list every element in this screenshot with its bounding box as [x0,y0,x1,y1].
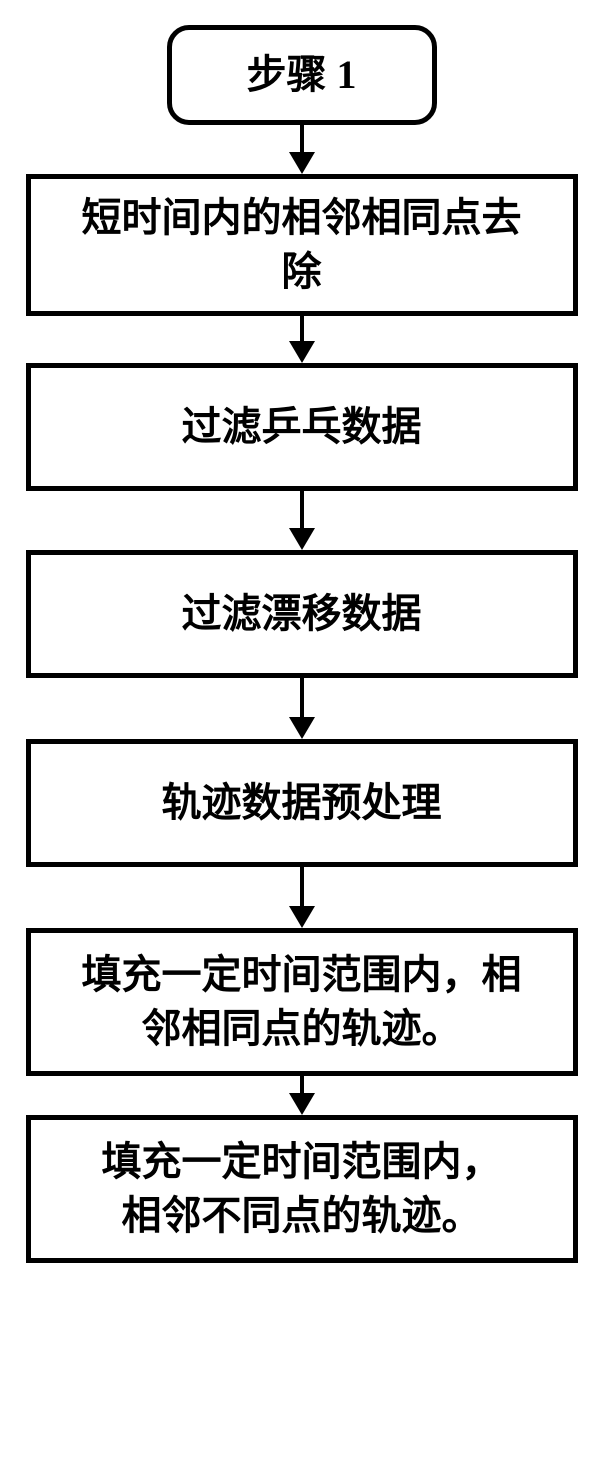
process-label: 轨迹数据预处理 [162,776,442,830]
arrow-2 [289,316,315,363]
line-1: 填充一定时间范围内， [102,1139,502,1184]
process-node-remove-duplicates: 短时间内的相邻相同点去 除 [26,174,578,316]
process-label: 过滤漂移数据 [182,587,422,641]
line-2: 除 [282,249,322,294]
start-node: 步骤 1 [167,25,437,125]
process-label: 填充一定时间范围内， 相邻不同点的轨迹。 [102,1135,502,1243]
process-node-filter-drift: 过滤漂移数据 [26,550,578,678]
process-node-preprocess: 轨迹数据预处理 [26,739,578,867]
process-node-filter-pingpong: 过滤乒乓数据 [26,363,578,491]
arrow-1 [289,125,315,174]
flowchart-container: 步骤 1 短时间内的相邻相同点去 除 过滤乒乓数据 过滤漂移数据 轨迹数据预处理 [0,0,603,1263]
process-node-fill-different: 填充一定时间范围内， 相邻不同点的轨迹。 [26,1115,578,1263]
line-1: 填充一定时间范围内，相 [82,952,522,997]
process-label: 填充一定时间范围内，相 邻相同点的轨迹。 [82,948,522,1056]
arrow-4 [289,678,315,739]
arrow-3 [289,491,315,550]
arrow-5 [289,867,315,928]
arrow-6 [289,1076,315,1115]
process-label: 过滤乒乓数据 [182,400,422,454]
process-node-fill-same: 填充一定时间范围内，相 邻相同点的轨迹。 [26,928,578,1076]
start-node-label: 步骤 1 [247,48,357,102]
line-2: 相邻不同点的轨迹。 [122,1193,482,1238]
line-1: 短时间内的相邻相同点去 [82,195,522,240]
line-2: 邻相同点的轨迹。 [142,1006,462,1051]
process-label: 短时间内的相邻相同点去 除 [82,191,522,299]
